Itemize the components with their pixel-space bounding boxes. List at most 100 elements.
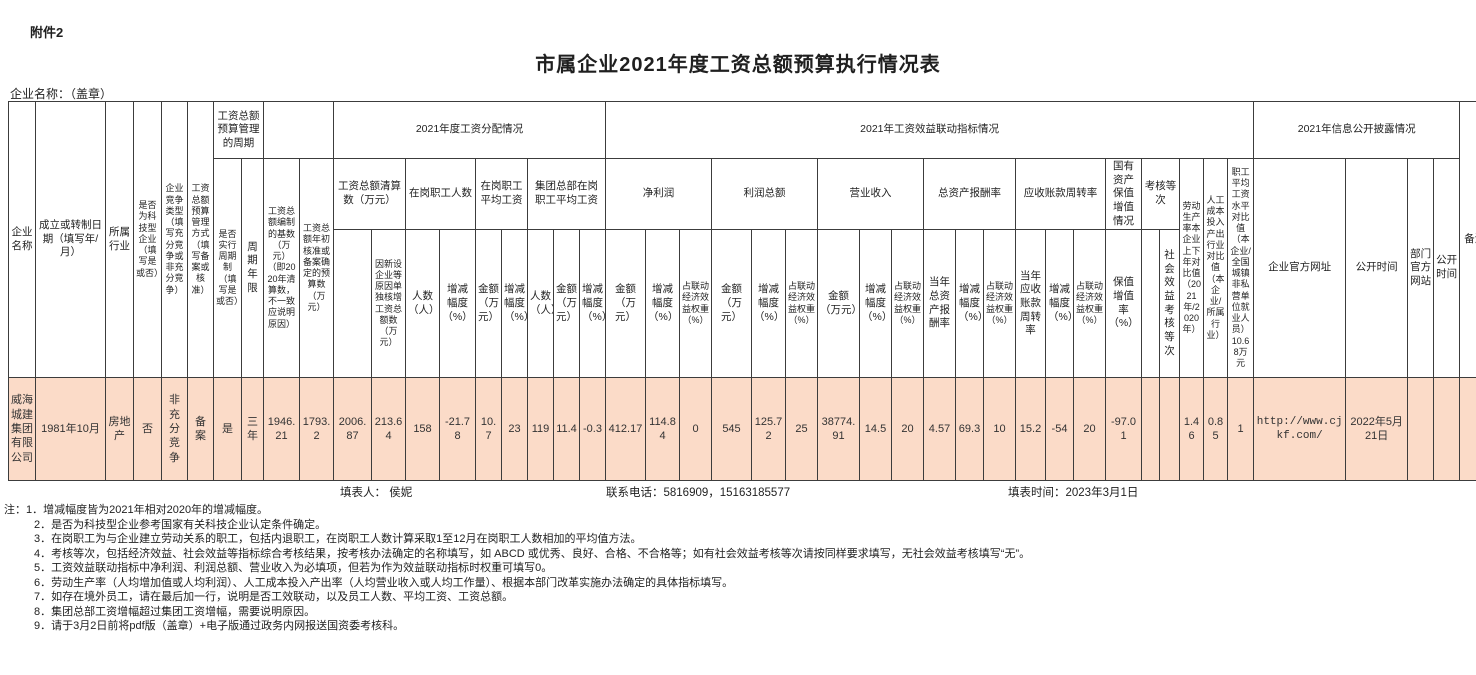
col-rev-weight: 占联动经济效益权重（%） (891, 229, 924, 379)
col-settlement-added: 因新设企业等原因单独核增工资总额数（万元） (371, 229, 406, 379)
cell-remark (1459, 377, 1476, 482)
col-labor-cost-ratio: 人工成本投入产出行业对比值（本企业/所属行业） (1203, 157, 1228, 379)
col-wage-base: 工资总额编制的基数（万元）（即2020年清算数，不一致应说明原因） (263, 157, 300, 379)
col-remark: 备注 (1459, 100, 1476, 379)
cell-grade-other (1141, 377, 1160, 482)
cell-is-tech: 否 (133, 377, 162, 482)
cell-hq-number: 119 (527, 377, 554, 482)
cell-art-weight: 20 (1073, 377, 1106, 482)
col-disclosure-time: 公开时间 (1345, 157, 1409, 379)
col-roa-change: 增减幅度（%） (955, 229, 984, 379)
group-info-disclosure: 2021年信息公开披露情况 (1253, 101, 1461, 159)
group-staff-count: 在岗职工人数 (405, 157, 476, 231)
col-hq-change: 增减幅度（%） (579, 229, 606, 379)
note-line-3: 3．在岗职工为与企业建立劳动关系的职工，包括内退职工，在岗职工人数计算采取1至1… (34, 533, 642, 545)
col-grade-other (1141, 229, 1160, 379)
cell-rev-amount: 38774.91 (817, 377, 860, 482)
group-receivable-turnover: 应收账款周转率 (1015, 157, 1106, 231)
group-revenue: 营业收入 (817, 157, 924, 231)
cell-tp-weight: 25 (785, 377, 818, 482)
col-roa-current: 当年总资产报酬率 (923, 229, 956, 379)
cell-np-change: 114.84 (645, 377, 680, 482)
cell-wage-ratio: 1 (1226, 377, 1255, 482)
cell-np-weight: 0 (679, 377, 712, 482)
col-art-current: 当年应收账款周转率 (1015, 229, 1046, 379)
col-art-change: 增减幅度（%） (1045, 229, 1074, 379)
cell-wage-base: 1946.21 (263, 377, 300, 482)
note-line-6: 6．劳动生产率（人均增加值或人均利润）、人工成本投入产出率（人均营业收入或人均工… (34, 576, 734, 589)
col-rev-amount: 金额（万元） (817, 229, 860, 379)
col-tp-weight: 占联动经济效益权重（%） (785, 229, 818, 379)
note-line-2: 2．是否为科技型企业参考国家有关科技企业认定条件确定。 (34, 518, 327, 531)
cell-dept-website (1407, 377, 1435, 482)
col-rev-change: 增减幅度（%） (859, 229, 892, 379)
cell-staff-change: -21.78 (439, 377, 476, 482)
note-line-7: 7．如存在境外员工，请在最后加一行，说明是否工效联动，以及员工人数、平均工资、工… (34, 591, 514, 603)
col-roa-weight: 占联动经济效益权重（%） (983, 229, 1016, 379)
group-budget-cycle: 工资总额预算管理的周期 (213, 101, 264, 159)
preparer-label: 填表人： 侯妮 (340, 487, 413, 499)
note-line-4: 4．考核等次，包括经济效益、社会效益等指标综合考核结果，按考核办法确定的名称填写… (34, 547, 1031, 560)
cell-company-website-link[interactable]: http://www.cjkf.com/ (1253, 377, 1347, 482)
group-benefit-linkage: 2021年工资效益联动指标情况 (604, 101, 1255, 159)
cell-budget-mgmt: 备案 (187, 377, 214, 482)
cell-np-amount: 412.17 (605, 377, 646, 482)
group-hq-avg-wage: 集团总部在岗职工平均工资 (527, 157, 606, 231)
group-wage-settlement: 工资总额清算数（万元） (333, 157, 406, 231)
col-np-change: 增减幅度（%） (645, 229, 680, 379)
note-line-8: 8．集团总部工资增幅超过集团工资增幅，需要说明原因。 (34, 605, 316, 618)
cell-approved-budget: 1793.2 (299, 377, 334, 482)
col-settlement-main (333, 229, 372, 379)
cell-avg-change: 23 (501, 377, 528, 482)
col-tp-amount: 金额（万元） (711, 229, 752, 379)
col-np-weight: 占联动经济效益权重（%） (679, 229, 712, 379)
cell-disclosure-time: 2022年5月21日 (1345, 377, 1409, 482)
cell-grade-social (1159, 377, 1180, 482)
cell-settlement-added: 213.64 (371, 377, 406, 482)
col-art-weight: 占联动经济效益权重（%） (1073, 229, 1106, 379)
group-avg-wage: 在岗职工平均工资 (475, 157, 528, 231)
cell-roa-change: 69.3 (955, 377, 984, 482)
company-seal-label: 企业名称：（盖章） (10, 87, 113, 101)
table-wrapper: 企业名称 成立或转制日期（填写年/月） 所属行业 是否为科技型企业（填写是或否）… (8, 100, 1476, 482)
cell-staff-number: 158 (405, 377, 440, 482)
note-item: 1．增减幅度皆为2021年相对2020年的增减幅度。 (26, 504, 269, 516)
note-line-5: 5．工资效益联动指标中净利润、利润总额、营业收入为必填项，但若为作为效益联动指标… (34, 562, 553, 574)
cell-competition-type: 非充分竞争 (161, 377, 188, 482)
col-avg-wage-ratio: 职工平均工资水平对比值（本企业/全国城镇非私营单位就业人员）10.68万元 (1226, 157, 1255, 379)
col-staff-change: 增减幅度（%） (439, 229, 476, 379)
cell-tp-amount: 545 (711, 377, 752, 482)
fill-time-label: 填表时间：2023年3月1日 (1008, 487, 1139, 499)
group-roa: 总资产报酬率 (923, 157, 1016, 231)
note-line-1: 注：1．增减幅度皆为2021年相对2020年的增减幅度。 (4, 503, 1030, 518)
cell-settlement: 2006.87 (333, 377, 372, 482)
cell-founding-date: 1981年10月 (35, 377, 106, 482)
cell-hq-amount: 11.4 (553, 377, 580, 482)
cell-roa-current: 4.57 (923, 377, 956, 482)
cell-dept-disclosure-time (1433, 377, 1461, 482)
cell-art-change: -54 (1045, 377, 1074, 482)
col-founding-date: 成立或转制日期（填写年/月） (35, 100, 106, 379)
cell-productivity: 1.46 (1179, 377, 1204, 482)
col-cycle-years: 周期年限 (241, 157, 264, 379)
cell-rev-weight: 20 (891, 377, 924, 482)
table-row: 威海城建集团有限公司 1981年10月 房地产 否 非充分竞争 备案 是 三年 … (8, 377, 1476, 482)
cell-company-name: 威海城建集团有限公司 (8, 377, 36, 482)
col-tp-change: 增减幅度（%） (751, 229, 786, 379)
notes-section: 注：1．增减幅度皆为2021年相对2020年的增减幅度。 2．是否为科技型企业参… (4, 503, 1030, 634)
col-industry: 所属行业 (105, 100, 134, 379)
col-company-name: 企业名称 (8, 100, 36, 379)
col-approved-budget: 工资总额年初核准或备案确定的预算数（万元） (299, 157, 334, 379)
cell-cycle-implemented: 是 (213, 377, 242, 482)
col-hq-amount: 金额（万元） (553, 229, 580, 379)
col-avg-change: 增减幅度（%） (501, 229, 528, 379)
cell-industry: 房地产 (105, 377, 134, 482)
col-dept-website: 部门官方网站 (1407, 157, 1435, 379)
group-wage-distribution: 2021年度工资分配情况 (333, 101, 606, 159)
cell-roa-weight: 10 (983, 377, 1016, 482)
group-assessment-grade: 考核等次 (1141, 157, 1180, 231)
contact-phone-label: 联系电话：5816909，15163185577 (606, 487, 791, 499)
note-line-9: 9．请于3月2日前将pdf版（盖章）+电子版通过政务内网报送国资委考核科。 (34, 620, 405, 632)
col-avg-amount: 金额（万元） (475, 229, 502, 379)
cell-tp-change: 125.72 (751, 377, 786, 482)
